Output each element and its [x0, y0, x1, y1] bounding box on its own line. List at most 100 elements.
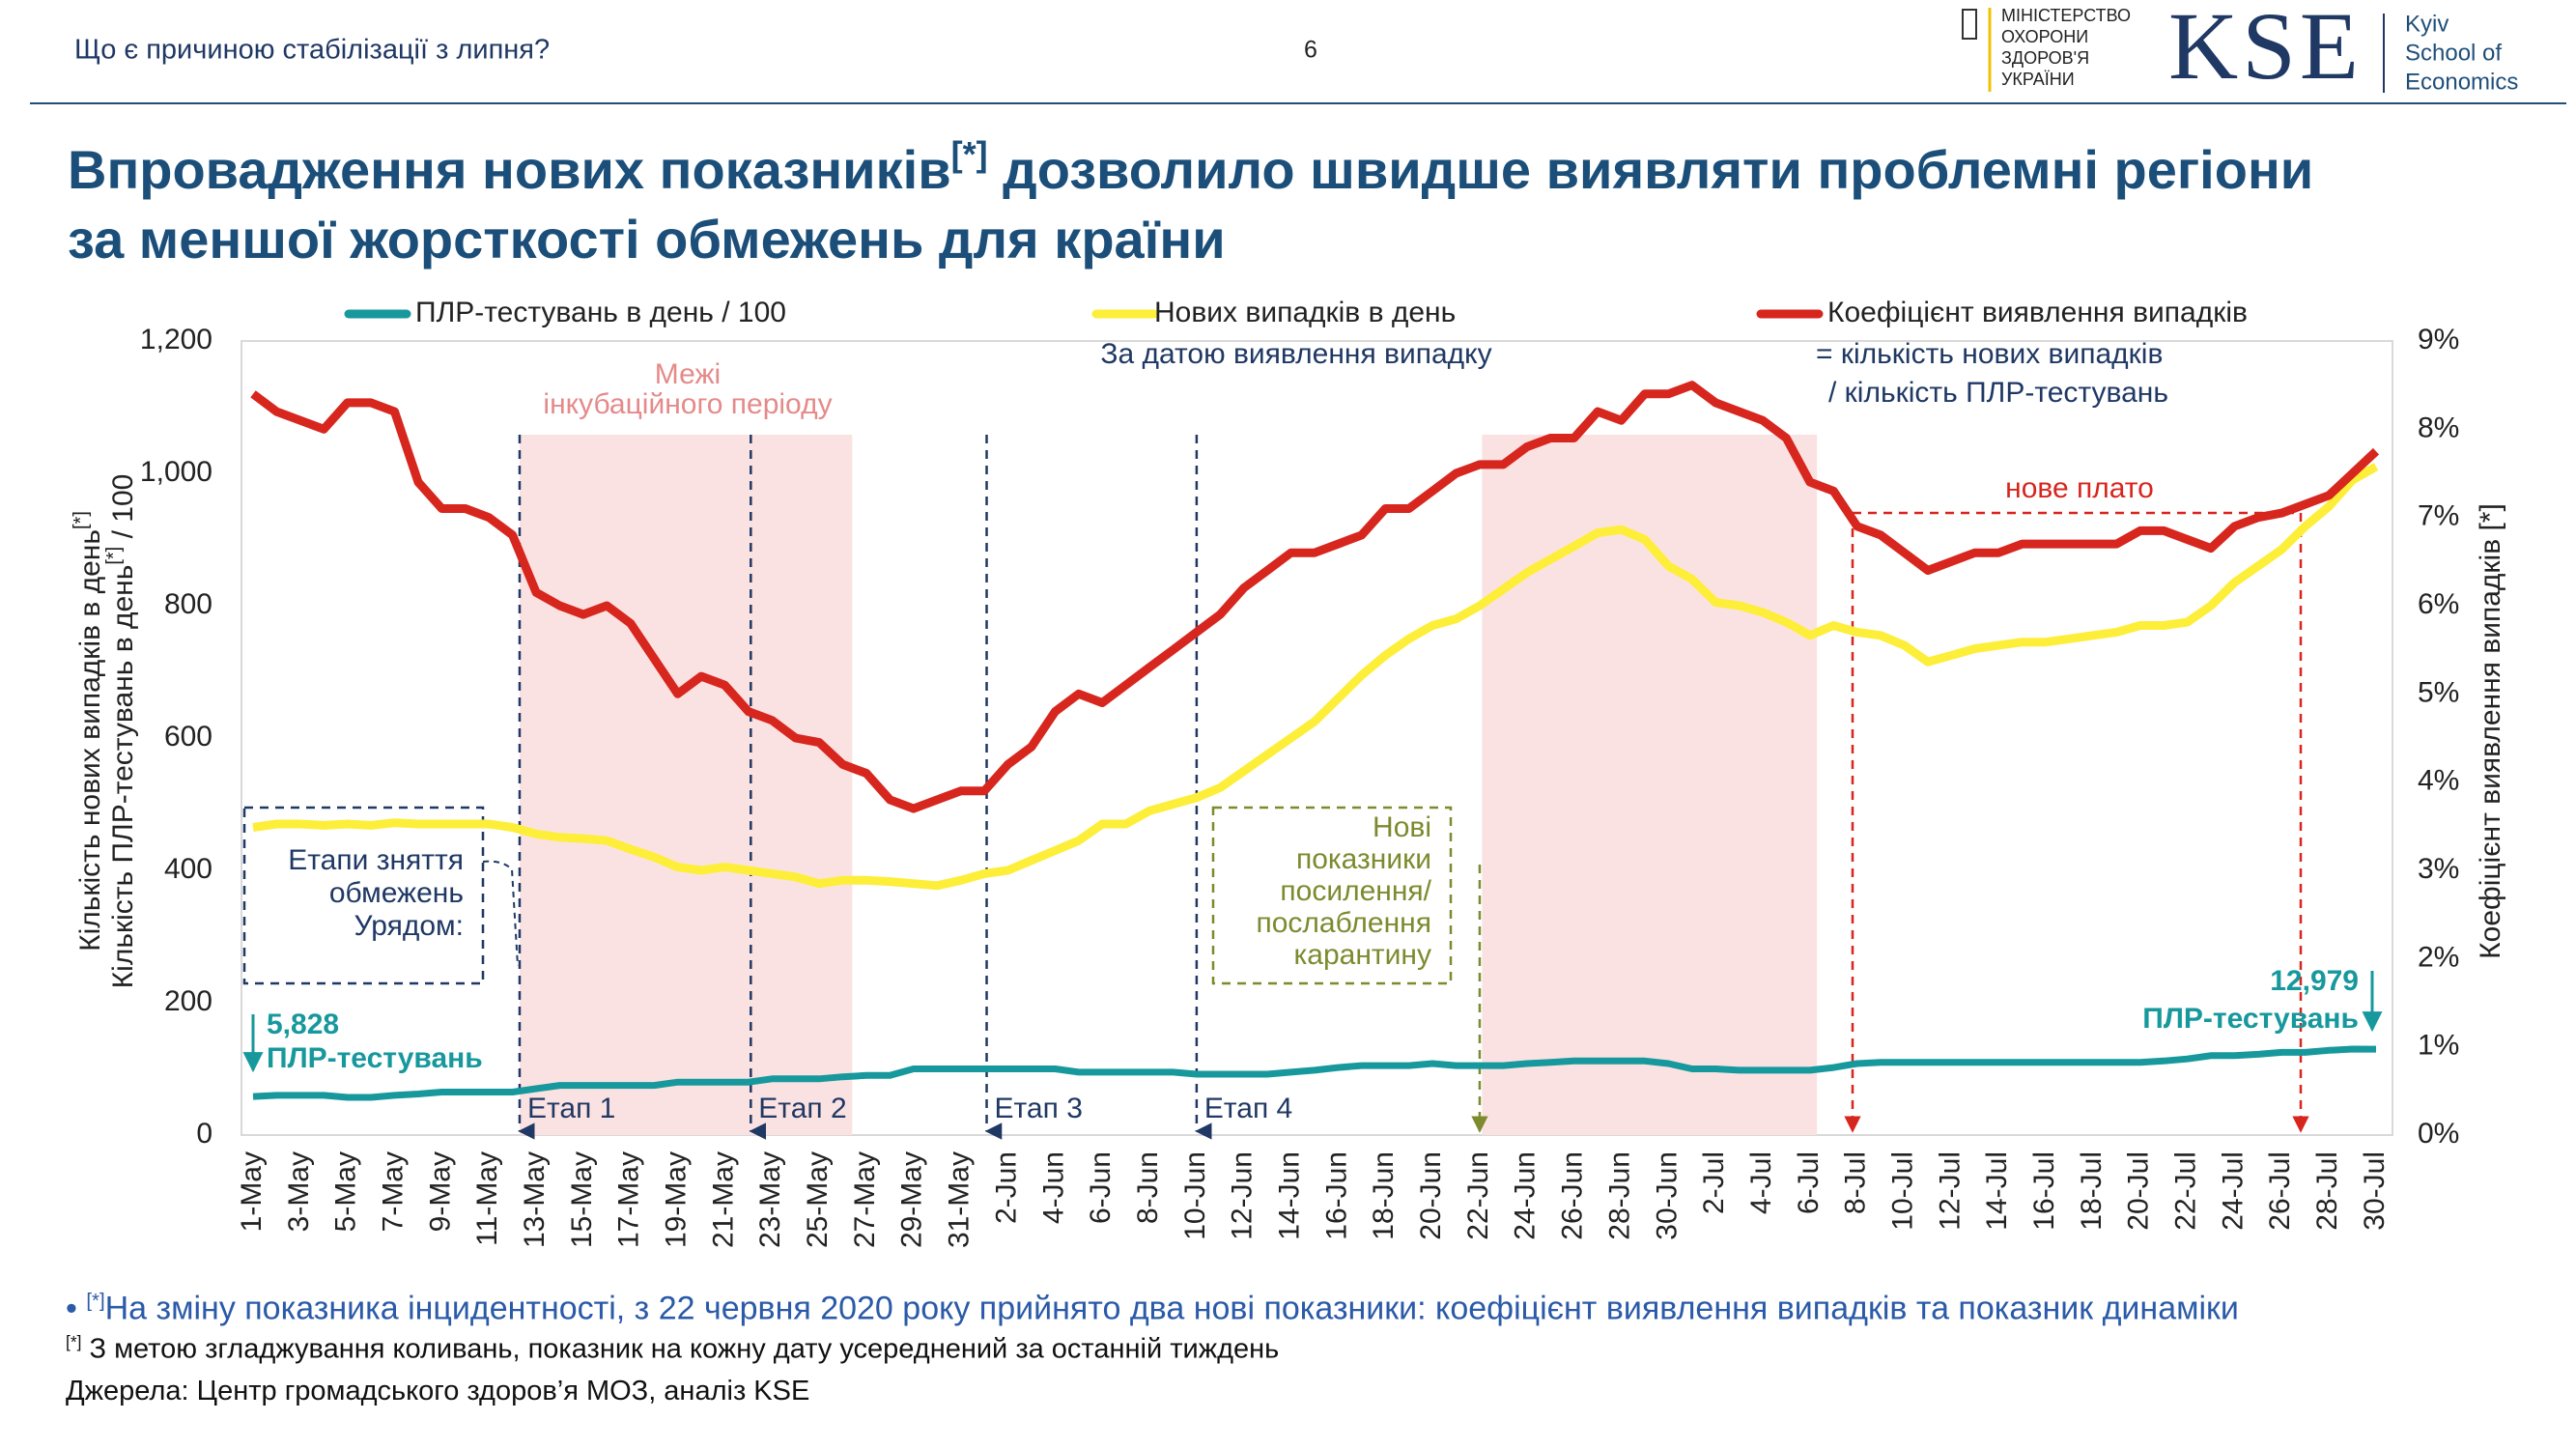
incubation-band: [1482, 435, 1818, 1135]
school: Economics: [2405, 69, 2518, 95]
plateau-label: нове плато: [2005, 472, 2154, 504]
x-tick-label: 25-May: [802, 1151, 834, 1248]
x-tick-label: 21-May: [707, 1151, 739, 1248]
stages-box-text: обмежень: [329, 877, 464, 909]
y-tick-label: 800: [164, 588, 212, 620]
x-tick-label: 16-Jun: [1320, 1151, 1352, 1240]
stages-leader: [482, 860, 519, 967]
x-tick-label: 8-Jul: [1840, 1151, 1872, 1214]
ratio-note: / кількість ПЛР-тестувань: [1828, 377, 2168, 409]
ministry: УКРАЇНИ: [2001, 70, 2075, 89]
x-tick-label: 3-May: [283, 1151, 315, 1232]
series-line: [250, 381, 2380, 813]
ministry: ОХОРОНИ: [2001, 27, 2088, 46]
x-tick-label: 6-Jul: [1793, 1151, 1825, 1214]
title: Впровадження нових показників[*] дозволи…: [68, 134, 2313, 200]
x-tick-label: 5-May: [330, 1151, 362, 1232]
school: Kyiv: [2405, 11, 2449, 37]
data-label: 5,828: [267, 1009, 339, 1040]
x-tick-label: 22-Jul: [2170, 1151, 2202, 1231]
x-tick-label: 13-May: [519, 1151, 551, 1248]
trident-icon: [1962, 9, 1977, 40]
y-axis-label-text: Кількість ПЛР-тестувань в день: [107, 565, 139, 989]
y-axis-label-text: / 100: [107, 474, 139, 547]
y-tick-label: 0: [196, 1118, 212, 1150]
data-label-caption: ПЛР-тестувань: [267, 1042, 483, 1074]
x-tick-label: 24-Jul: [2217, 1151, 2249, 1231]
title-text: дозволило швидше виявляти проблемні регі…: [988, 139, 2314, 200]
indicators-box-text: посилення/: [1280, 875, 1431, 907]
y-axis-label: Кількість ПЛР-тестувань в день[*] / 100: [103, 474, 139, 989]
method-note: За датою виявлення випадку: [1100, 338, 1491, 370]
indicators-box-text: Нові: [1373, 811, 1431, 843]
y-tick-label: 400: [164, 853, 212, 885]
x-tick-label: 8-Jun: [1132, 1151, 1164, 1224]
note-sup: [*]: [86, 1291, 105, 1312]
y-axis-label-sup: [*]: [71, 511, 92, 529]
x-tick-label: 30-Jul: [2359, 1151, 2391, 1231]
ministry: МІНІСТЕРСТВО: [2001, 6, 2131, 25]
legend-label: ПЛР-тестувань в день / 100: [415, 297, 786, 328]
x-tick-label: 1-May: [236, 1151, 268, 1232]
y2-axis-label: Коефіцієнт виявлення випадків [*]: [2475, 503, 2506, 959]
x-tick-label: 17-May: [613, 1151, 645, 1248]
legend-label: Коефіцієнт виявлення випадків: [1827, 297, 2248, 328]
y-tick-label: 1,200: [140, 324, 212, 355]
incubation-label: Межі: [655, 358, 721, 390]
series-line: [252, 1045, 2377, 1101]
y2-tick-label: 2%: [2418, 941, 2459, 973]
x-tick-label: 10-Jun: [1179, 1151, 1211, 1240]
x-tick-label: 6-Jun: [1085, 1151, 1117, 1224]
x-tick-label: 29-May: [896, 1151, 928, 1248]
y-tick-label: 1,000: [140, 456, 212, 488]
stages-box-text: Етапи зняття: [288, 844, 464, 876]
x-tick-label: 31-May: [944, 1151, 976, 1248]
note-text: На зміну показника інцидентності, з 22 ч…: [104, 1290, 2239, 1327]
x-tick-label: 12-Jun: [1227, 1151, 1259, 1240]
x-tick-label: 16-Jul: [2028, 1151, 2060, 1231]
x-tick-label: 12-Jul: [1934, 1151, 1966, 1231]
x-tick-label: 27-May: [849, 1151, 881, 1248]
incubation-band: [519, 435, 853, 1135]
x-tick-label: 20-Jul: [2123, 1151, 2155, 1231]
series-line: [252, 463, 2379, 891]
stages-box: [242, 806, 485, 985]
legend-label: Нових випадків в день: [1154, 297, 1456, 328]
y2-tick-label: 5%: [2418, 676, 2459, 708]
data-label-caption: ПЛР-тестувань: [2142, 1003, 2359, 1035]
ratio-note: = кількість нових випадків: [1816, 338, 2163, 370]
y2-tick-label: 1%: [2418, 1030, 2459, 1062]
x-tick-label: 4-Jun: [1037, 1151, 1069, 1224]
y2-tick-label: 6%: [2418, 588, 2459, 620]
x-tick-label: 7-May: [377, 1151, 409, 1232]
x-tick-label: 24-Jun: [1510, 1151, 1542, 1240]
x-tick-label: 28-Jul: [2311, 1151, 2343, 1231]
note-text: З метою згладжування коливань, показник …: [89, 1333, 1280, 1365]
indicators-box-text: карантину: [1294, 939, 1431, 971]
title-text: Впровадження нових показників: [68, 139, 951, 200]
title: за меншої жорсткості обмежень для країни: [68, 209, 1226, 270]
stages-box-text: Урядом:: [354, 910, 464, 942]
x-tick-label: 14-Jun: [1273, 1151, 1305, 1240]
note-sup: [*]: [66, 1332, 82, 1352]
y-tick-label: 200: [164, 985, 212, 1017]
x-tick-label: 19-May: [661, 1151, 693, 1248]
incubation-label: інкубаційного періоду: [543, 388, 832, 420]
plot-frame: [241, 340, 2393, 1136]
x-tick-label: 15-May: [566, 1151, 598, 1248]
y-axis-label: Кількість нових випадків в день[*]: [71, 511, 106, 952]
indicators-box-text: показники: [1296, 843, 1431, 875]
stage-label: Етап 3: [995, 1093, 1083, 1124]
page-number: 6: [1304, 37, 1317, 64]
x-tick-label: 2-Jun: [990, 1151, 1022, 1224]
ministry: ЗДОРОВ'Я: [2001, 48, 2089, 68]
x-tick-label: 9-May: [424, 1151, 456, 1232]
x-tick-label: 30-Jun: [1651, 1151, 1683, 1240]
x-tick-label: 22-Jun: [1462, 1151, 1494, 1240]
x-tick-label: 4-Jul: [1745, 1151, 1777, 1214]
y2-tick-label: 4%: [2418, 765, 2459, 797]
x-tick-label: 11-May: [471, 1151, 503, 1246]
y2-tick-label: 7%: [2418, 500, 2459, 532]
